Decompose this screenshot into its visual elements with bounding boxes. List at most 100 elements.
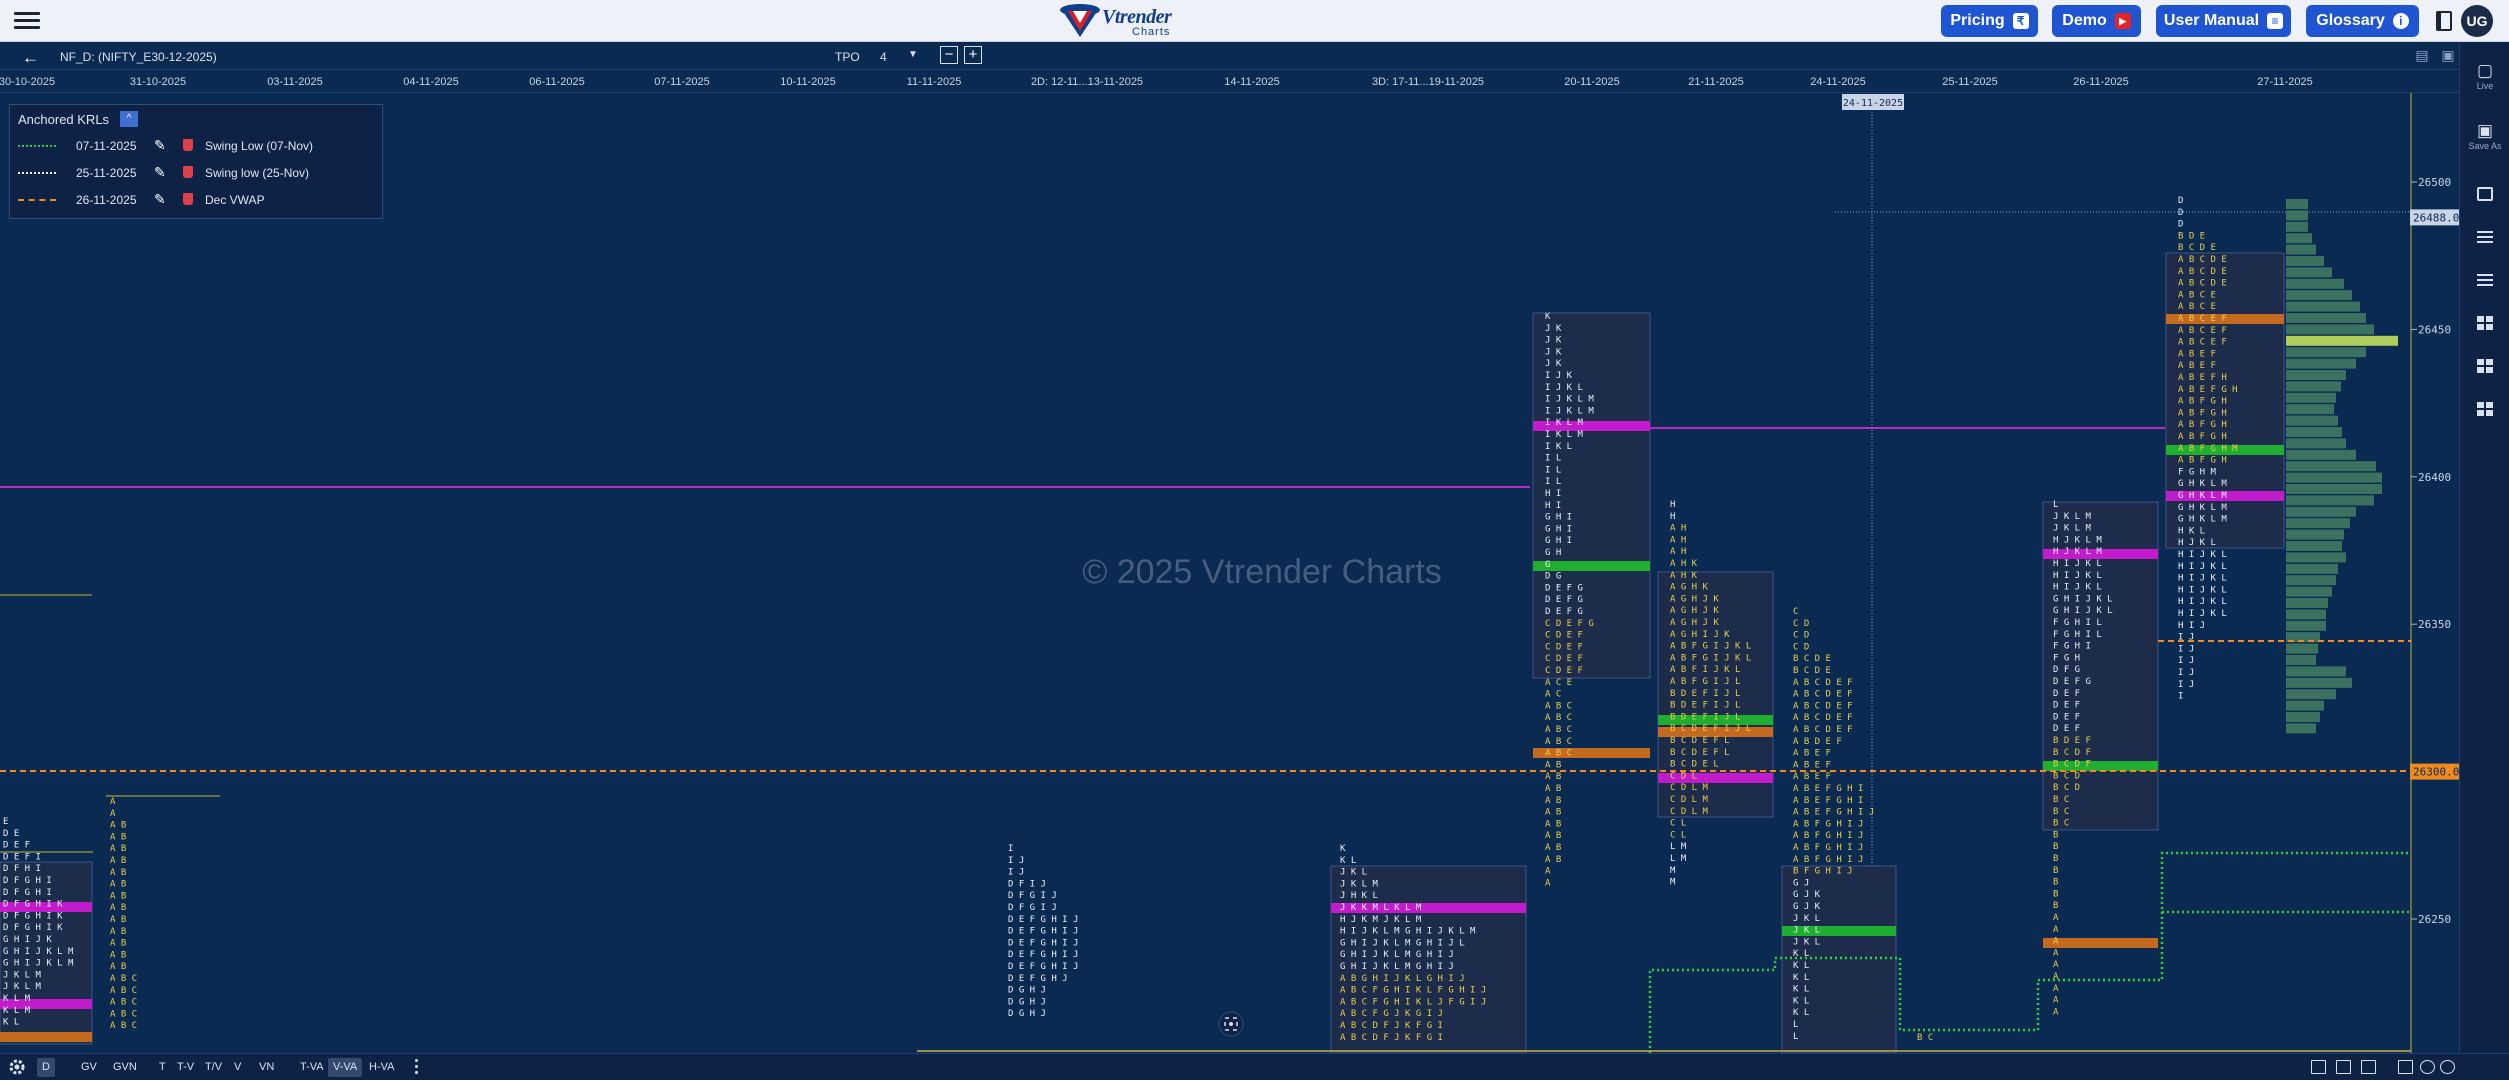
- columns-layout-icon[interactable]: [2477, 359, 2493, 373]
- volume-profile-bar: [2286, 461, 2376, 472]
- tpo-profile[interactable]: HHA HA HA HA H KA H KA G H KA G H J KA G…: [1657, 500, 1774, 888]
- zoom-out-button[interactable]: −: [940, 46, 958, 64]
- tpo-row: D F I J: [1008, 879, 1046, 889]
- tpo-row: A B C D E: [2178, 279, 2227, 289]
- tpo-row: A: [1545, 867, 1551, 877]
- value-area-box: [1532, 312, 1651, 679]
- profile-view-icon[interactable]: [2361, 1060, 2376, 1074]
- tpo-row: D E F G H J: [1008, 974, 1068, 984]
- tpo-row: D F G I J: [1008, 891, 1057, 901]
- edit-pencil-icon[interactable]: ✎: [154, 191, 166, 207]
- glossary-button[interactable]: Glossary i: [2306, 5, 2419, 37]
- view-mode-v-button[interactable]: V: [234, 1061, 242, 1073]
- tiles-layout-icon[interactable]: [2477, 402, 2493, 416]
- logo-sub-text: Charts: [1132, 26, 1171, 38]
- live-button[interactable]: ▢ Live: [2460, 61, 2509, 91]
- tpo-row: E: [3, 817, 8, 827]
- tpo-row: K L: [3, 1018, 19, 1028]
- more-options-icon[interactable]: [413, 1059, 419, 1076]
- edit-pencil-icon[interactable]: ✎: [154, 164, 166, 180]
- view-mode-h-va-button[interactable]: H-VA: [369, 1061, 395, 1073]
- zoom-fit-icon[interactable]: [2398, 1060, 2413, 1074]
- krl-name: Swing low (25-Nov): [205, 166, 310, 180]
- delete-trash-icon[interactable]: [183, 193, 193, 205]
- volume-profile-bar: [2286, 438, 2346, 449]
- table-view-icon[interactable]: [2311, 1060, 2326, 1074]
- collapse-panel-button[interactable]: ^: [120, 111, 138, 127]
- view-mode-t-v-button[interactable]: T/V: [205, 1061, 223, 1073]
- document-icon: ≡: [2267, 13, 2284, 29]
- view-mode-gvn-button[interactable]: GVN: [113, 1061, 137, 1073]
- tpo-dropdown-caret-icon[interactable]: ▼: [908, 49, 918, 60]
- tpo-row: K L: [1793, 961, 1809, 971]
- tpo-row: A B G H I J K L G H I J: [1340, 974, 1465, 984]
- user-manual-button[interactable]: User Manual ≡: [2156, 5, 2291, 37]
- tpo-row: D E F G: [1545, 595, 1583, 605]
- view-mode-t-va-button[interactable]: T-VA: [300, 1061, 324, 1073]
- tpo-profile[interactable]: KJ KJ KJ KJ KI J KI J K LI J K L MI J K …: [1532, 312, 1651, 888]
- pricing-button[interactable]: Pricing ₹: [1941, 5, 2038, 37]
- tpo-row: I L: [1545, 465, 1561, 475]
- floppy-disk-icon: ▣: [2476, 121, 2494, 140]
- tpo-row: J K L M: [2053, 524, 2092, 534]
- view-mode-gv-button[interactable]: GV: [81, 1061, 97, 1073]
- book-icon[interactable]: [2436, 11, 2452, 31]
- demo-button-label: Demo: [2062, 12, 2107, 29]
- save-as-button[interactable]: ▣ Save As: [2460, 121, 2509, 151]
- export-icon[interactable]: ▣: [2441, 47, 2455, 63]
- list-view-icon[interactable]: [2477, 231, 2493, 243]
- market-profile-chart[interactable]: 24-11-2025 ED ED E FD E F ID F H ID F G …: [0, 93, 2459, 1053]
- tpo-row: H I J K L: [2178, 609, 2227, 619]
- tpo-profile[interactable]: II JI JD F I JD F G I JD F G I JD E F G …: [1008, 844, 1078, 1019]
- volume-profile-bar: [2286, 301, 2360, 312]
- view-mode-t-v-button[interactable]: T-V: [177, 1061, 195, 1073]
- tpo-profile[interactable]: B C: [1917, 1033, 1933, 1043]
- tpo-profile[interactable]: K K L J K LJ K L M J H K L J K K M L K L M H …: [1330, 844, 1527, 1053]
- tpo-row: G H I J K: [3, 935, 52, 945]
- zoom-in-button[interactable]: +: [964, 46, 982, 64]
- tpo-row: A B E F: [1793, 749, 1831, 759]
- tpo-size-select[interactable]: 4: [880, 50, 887, 64]
- view-mode-v-va-button[interactable]: V-VA: [328, 1058, 363, 1077]
- volume-profile-bar: [2286, 324, 2374, 335]
- tpo-row: D E F G H I J: [1008, 915, 1078, 925]
- tpo-row: H I J K L: [2178, 562, 2227, 572]
- close-circle-icon[interactable]: [2440, 1060, 2455, 1074]
- tpo-profile[interactable]: AAA BA BA BA BA BA BA BA BA BA BA BA BA …: [106, 795, 220, 1031]
- delete-trash-icon[interactable]: [183, 139, 193, 151]
- save-icon[interactable]: ▤: [2415, 47, 2429, 63]
- tpo-row: A B C E: [2178, 302, 2216, 312]
- vtrender-logo[interactable]: Vtrender Charts: [1058, 3, 1188, 39]
- view-mode-vn-button[interactable]: VN: [259, 1061, 275, 1073]
- tpo-row: G J: [1793, 878, 1809, 888]
- settings-gear-icon[interactable]: [8, 1058, 26, 1076]
- tpo-row: A B: [1545, 808, 1561, 818]
- krl-line-swatch: [18, 199, 56, 201]
- hamburger-menu-icon[interactable]: [14, 9, 40, 33]
- tpo-row: A B E F H: [2178, 373, 2227, 383]
- rows-view-icon[interactable]: [2477, 274, 2493, 286]
- tpo-row: H I: [1545, 501, 1561, 511]
- reset-icon[interactable]: [2420, 1060, 2435, 1074]
- tpo-profile[interactable]: LJ K L MJ K L MH J K L MH J K L MH I J K…: [2042, 500, 2159, 1017]
- tpo-row: D E F: [3, 841, 30, 851]
- user-avatar[interactable]: UG: [2461, 5, 2493, 37]
- tpo-profile[interactable]: E D E D E FD E F I D F H I D F G H I D F G H …: [0, 817, 93, 1045]
- demo-button[interactable]: Demo ▶: [2052, 5, 2141, 37]
- fullscreen-focus-icon[interactable]: [1218, 1011, 1244, 1037]
- view-mode-t-button[interactable]: T: [159, 1061, 166, 1073]
- edit-pencil-icon[interactable]: ✎: [154, 137, 166, 153]
- krl-name: Dec VWAP: [205, 193, 265, 207]
- tpo-row: D G H J: [1008, 986, 1046, 996]
- back-arrow-icon[interactable]: ←: [22, 48, 39, 67]
- tpo-row: H J K L M: [2053, 547, 2102, 557]
- tpo-row: J K L: [1793, 937, 1820, 947]
- delete-trash-icon[interactable]: [183, 166, 193, 178]
- view-mode-d-button[interactable]: D: [37, 1058, 55, 1077]
- line-chart-icon[interactable]: [2336, 1060, 2351, 1074]
- tpo-profile[interactable]: CC DC DC DB C D EB C D EA B C D E FA B C…: [1781, 607, 1897, 1053]
- single-panel-icon[interactable]: [2477, 187, 2493, 201]
- grid-layout-icon[interactable]: [2477, 316, 2493, 330]
- tpo-row: A B C E F: [2178, 338, 2227, 348]
